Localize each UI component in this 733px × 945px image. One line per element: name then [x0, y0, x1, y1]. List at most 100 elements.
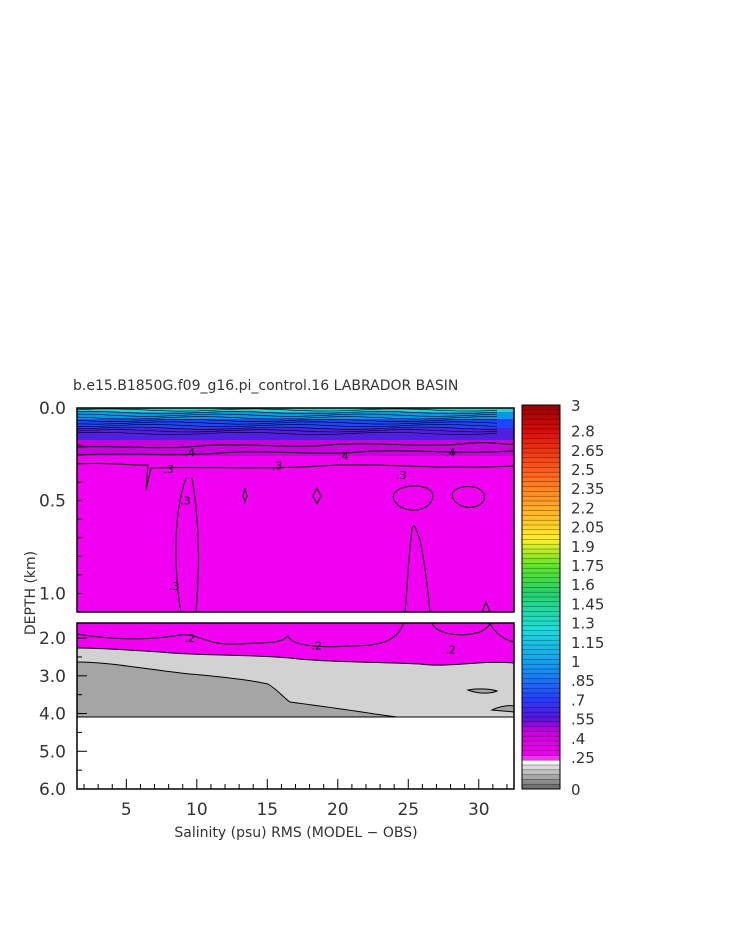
colorbar-label: 1.15	[571, 634, 604, 652]
colorbar-label: 2.5	[571, 461, 595, 479]
colorbar-band	[522, 405, 560, 411]
contour-label: .3	[169, 580, 180, 593]
surface-contour-line	[77, 429, 498, 433]
colorbar-band	[522, 491, 560, 497]
colorbar-band	[522, 625, 560, 631]
contour-label: .3	[163, 463, 174, 476]
colorbar-band	[522, 520, 560, 526]
y-axis-lower: 2.0 3.0 4.0 5.0 6.0	[39, 629, 87, 800]
colorbar-band	[522, 731, 560, 737]
x-tick-label: 25	[397, 800, 419, 820]
colorbar-band	[522, 726, 560, 732]
colorbar-band	[522, 736, 560, 742]
contour-0.3-blob-a	[393, 485, 434, 511]
colorbar-band	[522, 721, 560, 727]
colorbar-band	[522, 601, 560, 607]
colorbar-label: .4	[571, 730, 585, 748]
colorbar-band	[522, 664, 560, 670]
contour-0.4-a	[77, 442, 514, 449]
colorbar-label: 1.75	[571, 557, 604, 575]
colorbar-band	[522, 529, 560, 535]
contour-0.2	[77, 647, 514, 666]
colorbar-band	[522, 635, 560, 641]
colorbar-label: 0	[571, 781, 581, 799]
colorbar-band	[522, 539, 560, 545]
colorbar-band	[522, 457, 560, 463]
colorbar-band	[522, 443, 560, 449]
contour-0.3-column-left	[175, 477, 200, 612]
band-0.55	[77, 426, 514, 440]
colorbar-band	[522, 558, 560, 564]
y-tick-label: 0.0	[39, 399, 66, 419]
colorbar-label: 1	[571, 653, 581, 671]
contour-label: .3	[272, 459, 283, 472]
colorbar-band	[522, 611, 560, 617]
contour-label: .3	[396, 469, 407, 482]
colorbar-band	[522, 673, 560, 679]
contour-0.3-blob-b	[451, 486, 485, 508]
colorbar-band	[522, 649, 560, 655]
surface-contour-line	[77, 408, 498, 412]
x-tick-label: 20	[327, 800, 349, 820]
region-deep-upper	[77, 623, 514, 666]
x-tick-label: 15	[256, 800, 278, 820]
colorbar-band	[522, 779, 560, 785]
colorbar-band	[522, 587, 560, 593]
colorbar-band	[522, 462, 560, 468]
colorbar-band	[522, 693, 560, 699]
colorbar-band	[522, 515, 560, 521]
colorbar-band	[522, 453, 560, 459]
contour-0.3-diamond-a	[312, 486, 322, 506]
contour-label: .2	[311, 640, 322, 653]
colorbar-band	[522, 697, 560, 703]
region-bottom	[77, 662, 397, 717]
x-tick-label: 10	[186, 800, 208, 820]
colorbar-band	[522, 688, 560, 694]
colorbar-label: 2.2	[571, 499, 595, 517]
contour-0.3-diamond-b	[242, 487, 248, 504]
colorbar	[521, 404, 561, 790]
colorbar-label: 2.65	[571, 442, 604, 460]
y-tick-label: 2.0	[39, 629, 66, 649]
upper-panel	[77, 408, 514, 612]
y-tick-label: 4.0	[39, 705, 66, 725]
colorbar-band	[522, 433, 560, 439]
colorbar-band	[522, 702, 560, 708]
colorbar-band	[522, 510, 560, 516]
colorbar-label: .7	[571, 691, 585, 709]
colorbar-band	[522, 549, 560, 555]
colorbar-band	[522, 592, 560, 598]
colorbar-band	[522, 544, 560, 550]
colorbar-band	[522, 640, 560, 646]
colorbar-label: 1.6	[571, 576, 595, 594]
colorbar-band	[522, 678, 560, 684]
contour-0.1	[77, 661, 398, 718]
contour-label: .4	[185, 447, 196, 460]
colorbar-band	[522, 448, 560, 454]
colorbar-frame	[521, 404, 561, 790]
colorbar-band	[522, 755, 560, 761]
colorbar-band	[522, 409, 560, 415]
surface-contour-line	[77, 424, 498, 428]
y-tick-label: 6.0	[39, 780, 66, 800]
y-tick-label: 0.5	[39, 492, 66, 512]
x-axis-label: Salinity (psu) RMS (MODEL − OBS)	[174, 825, 417, 841]
y-tick-label: 1.0	[39, 584, 66, 604]
y-tick-label: 5.0	[39, 742, 66, 762]
colorbar-labels: 32.82.652.52.352.22.051.91.751.61.451.31…	[571, 397, 604, 799]
surface-contour-line	[77, 411, 498, 415]
upper-panel-frame	[76, 407, 515, 613]
colorbar-band	[522, 419, 560, 425]
contour-labels: .3 .3 .3 .4 .4 .4 .3 .3 .2 .2 .2	[163, 447, 455, 657]
colorbar-band	[522, 750, 560, 756]
colorbar-band	[522, 467, 560, 473]
region-bottom-edge	[490, 705, 514, 713]
y-axis-label: DEPTH (km)	[23, 551, 39, 635]
colorbar-band	[522, 568, 560, 574]
colorbar-band	[522, 669, 560, 675]
colorbar-band	[522, 472, 560, 478]
band-1.0	[77, 411, 514, 419]
colorbar-label: .85	[571, 672, 595, 690]
surface-contour-line	[77, 426, 498, 430]
